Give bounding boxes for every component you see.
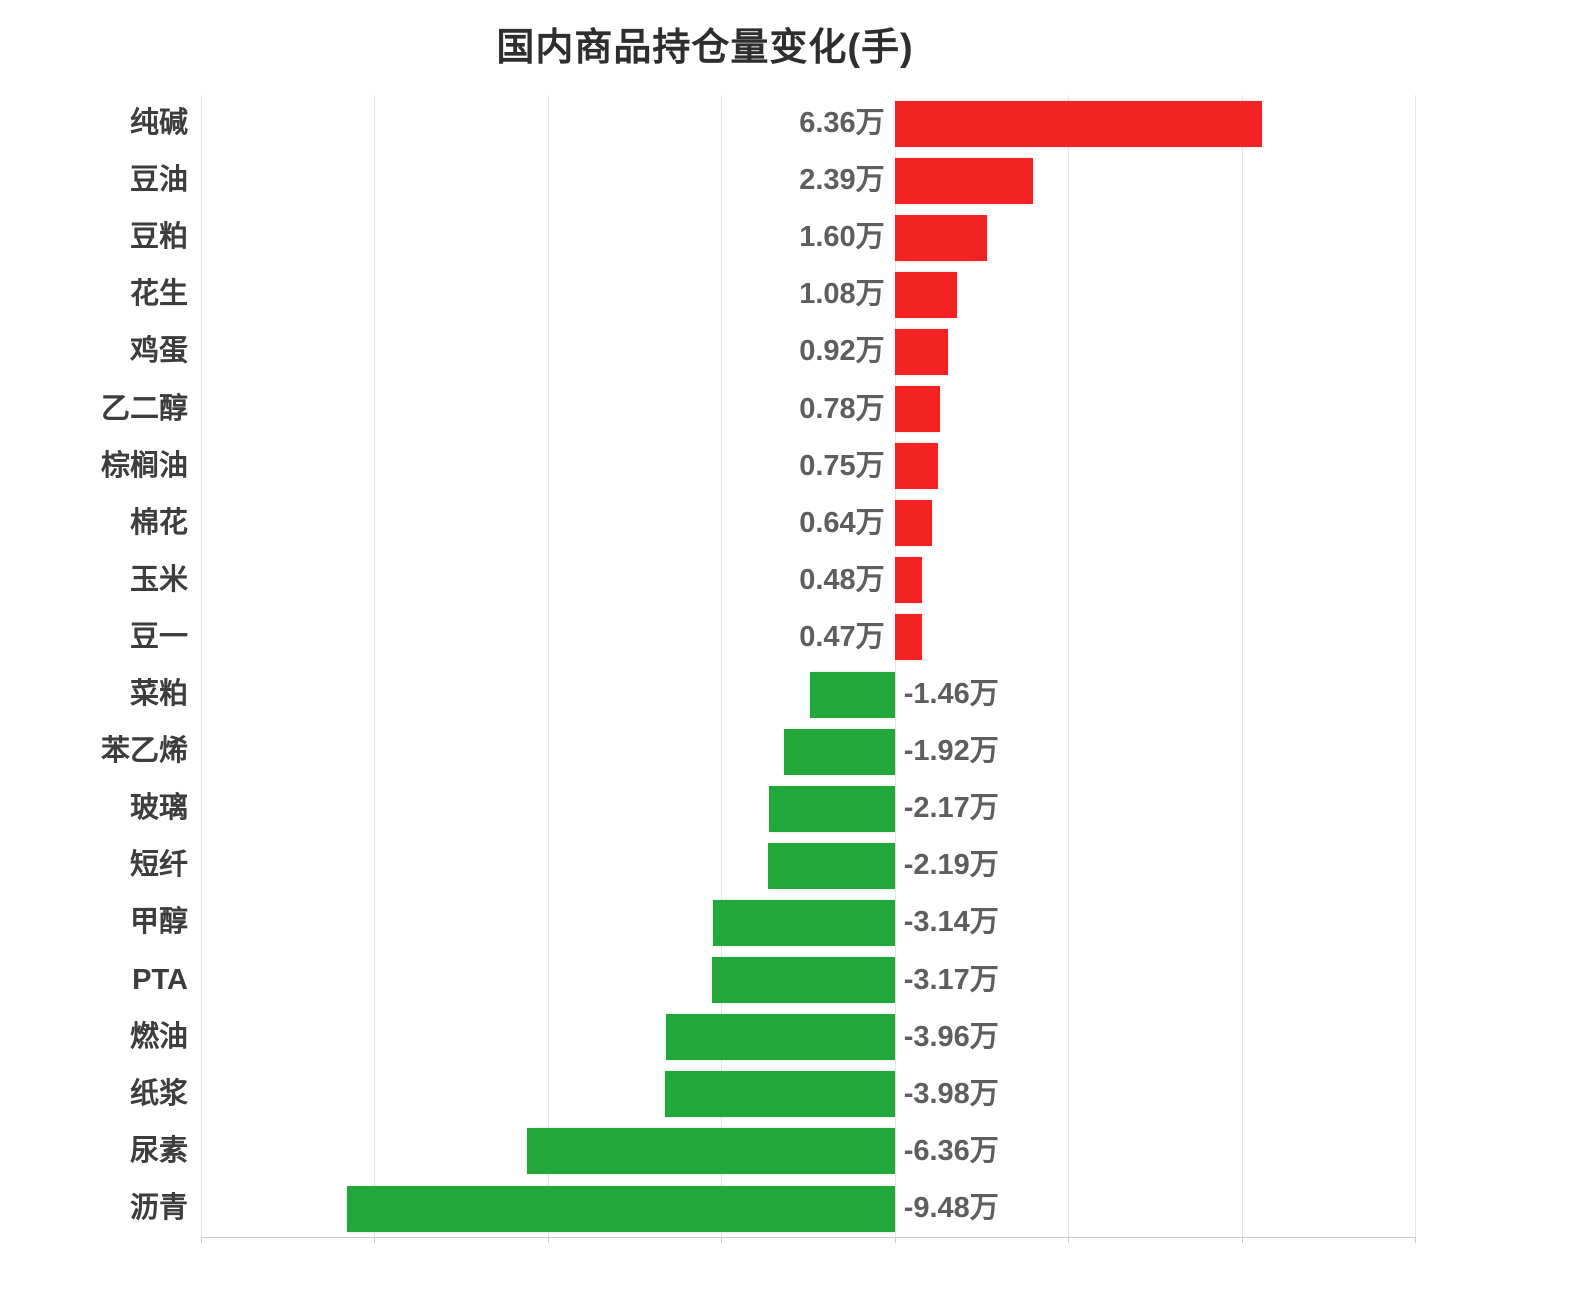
axis-tick — [201, 1237, 202, 1243]
bar-negative — [713, 899, 895, 946]
value-label: -2.19万 — [903, 849, 999, 882]
bar-negative — [769, 785, 895, 832]
bar-negative — [810, 671, 895, 718]
category-label: 纯碱 — [129, 107, 188, 139]
value-label: -3.14万 — [903, 906, 999, 939]
value-label: -9.48万 — [903, 1191, 999, 1224]
value-label: 6.36万 — [799, 107, 885, 139]
axis-tick — [721, 1237, 723, 1243]
gridline — [374, 95, 376, 1237]
plot-area: 纯碱 6.36万豆油 2.39万豆粕 1.60万花生 1.08万鸡蛋 0.92万乙二醇 0.… — [101, 95, 1416, 1243]
gridline — [721, 95, 723, 1237]
category-label: 豆油 — [129, 164, 188, 197]
category-label: 乙二醇 — [100, 392, 188, 425]
axis-tick — [547, 1237, 549, 1243]
value-label: -3.98万 — [903, 1077, 999, 1110]
value-label: -1.46万 — [903, 678, 999, 710]
value-label: 0.64万 — [799, 506, 885, 539]
value-label: 0.92万 — [799, 335, 885, 368]
category-label: 沥青 — [129, 1191, 188, 1224]
bar-negative — [783, 728, 895, 775]
bar-positive — [894, 557, 923, 604]
value-label: 0.47万 — [799, 620, 885, 653]
category-label: 棉花 — [129, 506, 188, 539]
bar-positive — [894, 443, 939, 490]
gridline — [201, 95, 202, 1237]
bar-positive — [894, 386, 940, 433]
category-label: 甲醇 — [129, 906, 188, 939]
category-label: 苯乙烯 — [100, 735, 188, 768]
category-label: 豆一 — [129, 620, 188, 653]
axis-tick — [894, 1237, 896, 1243]
value-label: -3.96万 — [903, 1020, 999, 1053]
category-label: 豆粕 — [129, 221, 188, 254]
value-label: 0.75万 — [799, 449, 885, 482]
category-label: 玉米 — [129, 563, 188, 596]
axis-tick — [1241, 1237, 1243, 1243]
gridline — [894, 95, 896, 1237]
category-label: 燃油 — [129, 1020, 188, 1053]
bar-positive — [894, 271, 958, 318]
value-label: 0.78万 — [799, 392, 885, 425]
bar-positive — [894, 329, 948, 375]
category-label: 短纤 — [129, 849, 188, 882]
category-label: 菜粕 — [129, 678, 188, 710]
bar-negative — [665, 1014, 895, 1061]
gridline — [547, 95, 549, 1237]
value-label: 0.48万 — [799, 563, 885, 596]
bar-positive — [894, 100, 1263, 147]
bar-negative — [711, 957, 895, 1003]
value-label: -6.36万 — [903, 1134, 999, 1167]
value-label: -1.92万 — [903, 735, 999, 768]
category-label: 玻璃 — [129, 792, 188, 825]
chart-title: 国内商品持仓量变化(手) — [496, 27, 914, 69]
category-label: 花生 — [129, 278, 188, 311]
bar-negative — [768, 842, 895, 889]
category-label: 鸡蛋 — [129, 335, 188, 368]
bar-negative — [527, 1128, 895, 1175]
bar-negative — [664, 1071, 895, 1118]
category-label: 棕榈油 — [100, 449, 188, 482]
category-label: 尿素 — [129, 1134, 188, 1167]
value-label: 1.08万 — [799, 278, 885, 311]
gridline — [1068, 95, 1070, 1237]
gridline — [1415, 95, 1416, 1237]
gridline — [1241, 95, 1243, 1237]
bar-positive — [894, 214, 988, 261]
axis-tick — [1415, 1237, 1416, 1243]
axis-tick — [374, 1237, 376, 1243]
bar-negative — [346, 1185, 895, 1232]
bar-positive — [894, 500, 932, 547]
category-label: PTA — [132, 963, 188, 996]
bar-positive — [894, 157, 1033, 204]
value-label: 2.39万 — [799, 164, 885, 197]
value-label: -3.17万 — [903, 963, 999, 996]
axis-tick — [1068, 1237, 1070, 1243]
category-label: 纸浆 — [129, 1077, 188, 1110]
value-label: -2.17万 — [903, 792, 999, 825]
value-label: 1.60万 — [799, 221, 885, 254]
bar-positive — [894, 614, 922, 661]
